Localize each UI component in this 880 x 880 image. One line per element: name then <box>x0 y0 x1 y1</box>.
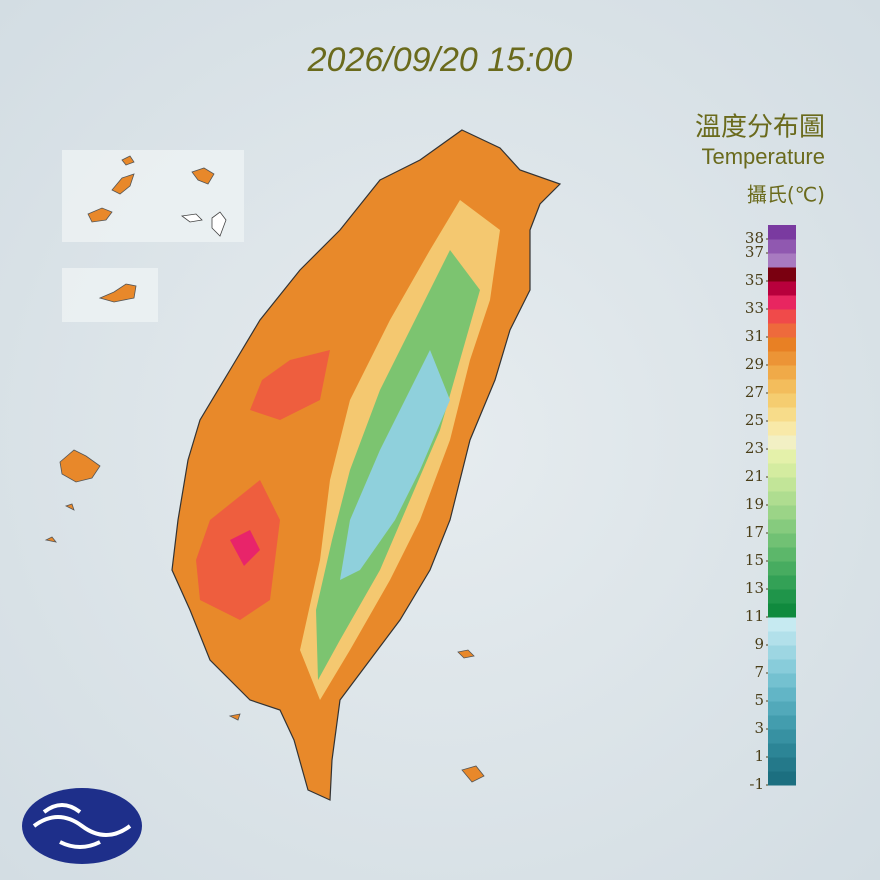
colorbar-segment <box>768 267 796 282</box>
colorbar-tick-label: 7 <box>754 663 764 681</box>
colorbar-segment <box>768 701 796 716</box>
colorbar-segment <box>768 673 796 688</box>
colorbar-segment <box>768 323 796 338</box>
temperature-zone <box>340 350 450 580</box>
colorbar-segment <box>768 491 796 506</box>
legend-subtitle: Temperature <box>701 144 825 169</box>
island <box>44 449 101 543</box>
colorbar-segment <box>768 561 796 576</box>
colorbar-segment <box>768 687 796 702</box>
colorbar-tick-label: 15 <box>745 551 764 569</box>
colorbar-tick-label: 3 <box>754 719 764 737</box>
colorbar-segment <box>768 295 796 310</box>
colorbar-tick-label: 27 <box>745 383 764 401</box>
colorbar-segment <box>768 253 796 268</box>
colorbar-tick-label: 19 <box>745 495 764 513</box>
colorbar-tick-label: 38 <box>745 229 764 247</box>
colorbar-tick-label: 35 <box>745 271 764 289</box>
colorbar-tick-label: 23 <box>745 439 764 457</box>
colorbar-segment <box>768 337 796 352</box>
colorbar-segment <box>768 589 796 604</box>
legend-title: 溫度分布圖 <box>695 113 825 143</box>
colorbar-tick-label: 13 <box>745 579 764 597</box>
colorbar-segment <box>768 351 796 366</box>
colorbar-tick-label: 37 <box>745 243 764 261</box>
colorbar-segment <box>768 715 796 730</box>
temperature-zone <box>196 350 330 620</box>
colorbar-segment <box>768 659 796 674</box>
colorbar-segment <box>768 645 796 660</box>
colorbar-segment <box>768 533 796 548</box>
colorbar-segment <box>768 239 796 254</box>
colorbar-segment <box>768 729 796 744</box>
colorbar-segment <box>768 281 796 296</box>
colorbar-segment <box>768 519 796 534</box>
colorbar-tick-label: 11 <box>745 607 764 625</box>
colorbar-tick-label: -1 <box>749 775 764 793</box>
colorbar-segment <box>768 575 796 590</box>
colorbar-tick-label: 5 <box>754 691 764 709</box>
colorbar-tick-label: 1 <box>754 747 764 765</box>
island <box>228 649 485 783</box>
colorbar-segment <box>768 603 796 618</box>
timestamp: 2026/09/20 15:00 <box>307 41 573 79</box>
colorbar-tick-label: 9 <box>754 635 764 653</box>
colorbar-segment <box>768 365 796 380</box>
colorbar-segment <box>768 225 796 240</box>
colorbar-tick-label: 21 <box>745 467 764 485</box>
colorbar-tick-label: 31 <box>745 327 764 345</box>
colorbar-segment <box>768 617 796 632</box>
colorbar-segment <box>768 757 796 772</box>
colorbar-tick-label: 29 <box>745 355 764 373</box>
colorbar-segment <box>768 505 796 520</box>
colorbar-segment <box>768 547 796 562</box>
colorbar-segment <box>768 631 796 646</box>
colorbar-segment <box>768 463 796 478</box>
legend-unit: 攝氏(℃) <box>747 183 825 207</box>
island <box>180 211 227 237</box>
colorbar-segment <box>768 449 796 464</box>
colorbar-segment <box>768 477 796 492</box>
island <box>87 155 215 303</box>
colorbar-segment <box>768 743 796 758</box>
logo-mark <box>32 803 132 849</box>
colorbar-tick-label: 33 <box>745 299 764 317</box>
temperature-zone <box>230 530 260 566</box>
colorbar-segment <box>768 309 796 324</box>
colorbar-segment <box>768 421 796 436</box>
colorbar-tick-label: 17 <box>745 523 764 541</box>
colorbar-segment <box>768 379 796 394</box>
colorbar-tick-label: 25 <box>745 411 764 429</box>
colorbar-segment <box>768 407 796 422</box>
colorbar-segment <box>768 771 796 786</box>
colorbar-segment <box>768 393 796 408</box>
colorbar-segment <box>768 435 796 450</box>
